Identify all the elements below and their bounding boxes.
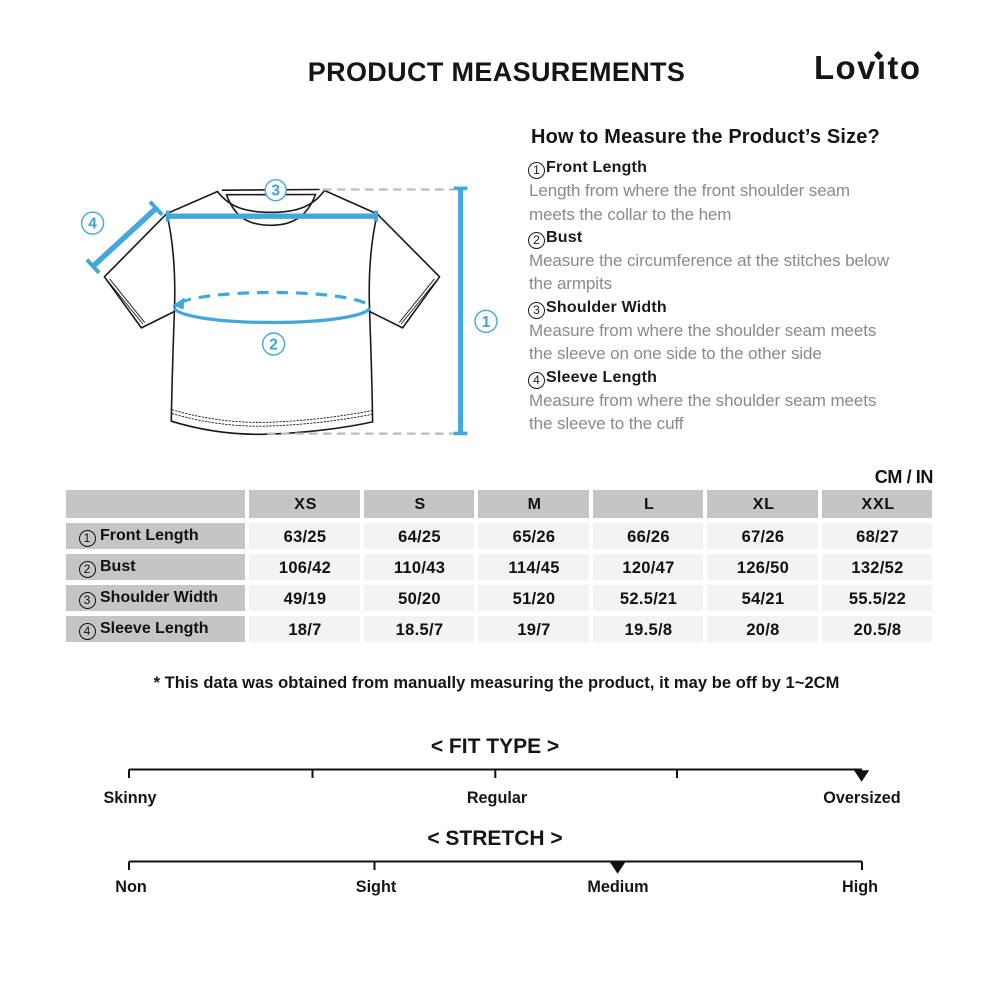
svg-text:1: 1 [482, 314, 491, 331]
svg-text:3: 3 [271, 183, 280, 200]
svg-text:2: 2 [269, 337, 278, 354]
svg-text:4: 4 [88, 216, 97, 233]
